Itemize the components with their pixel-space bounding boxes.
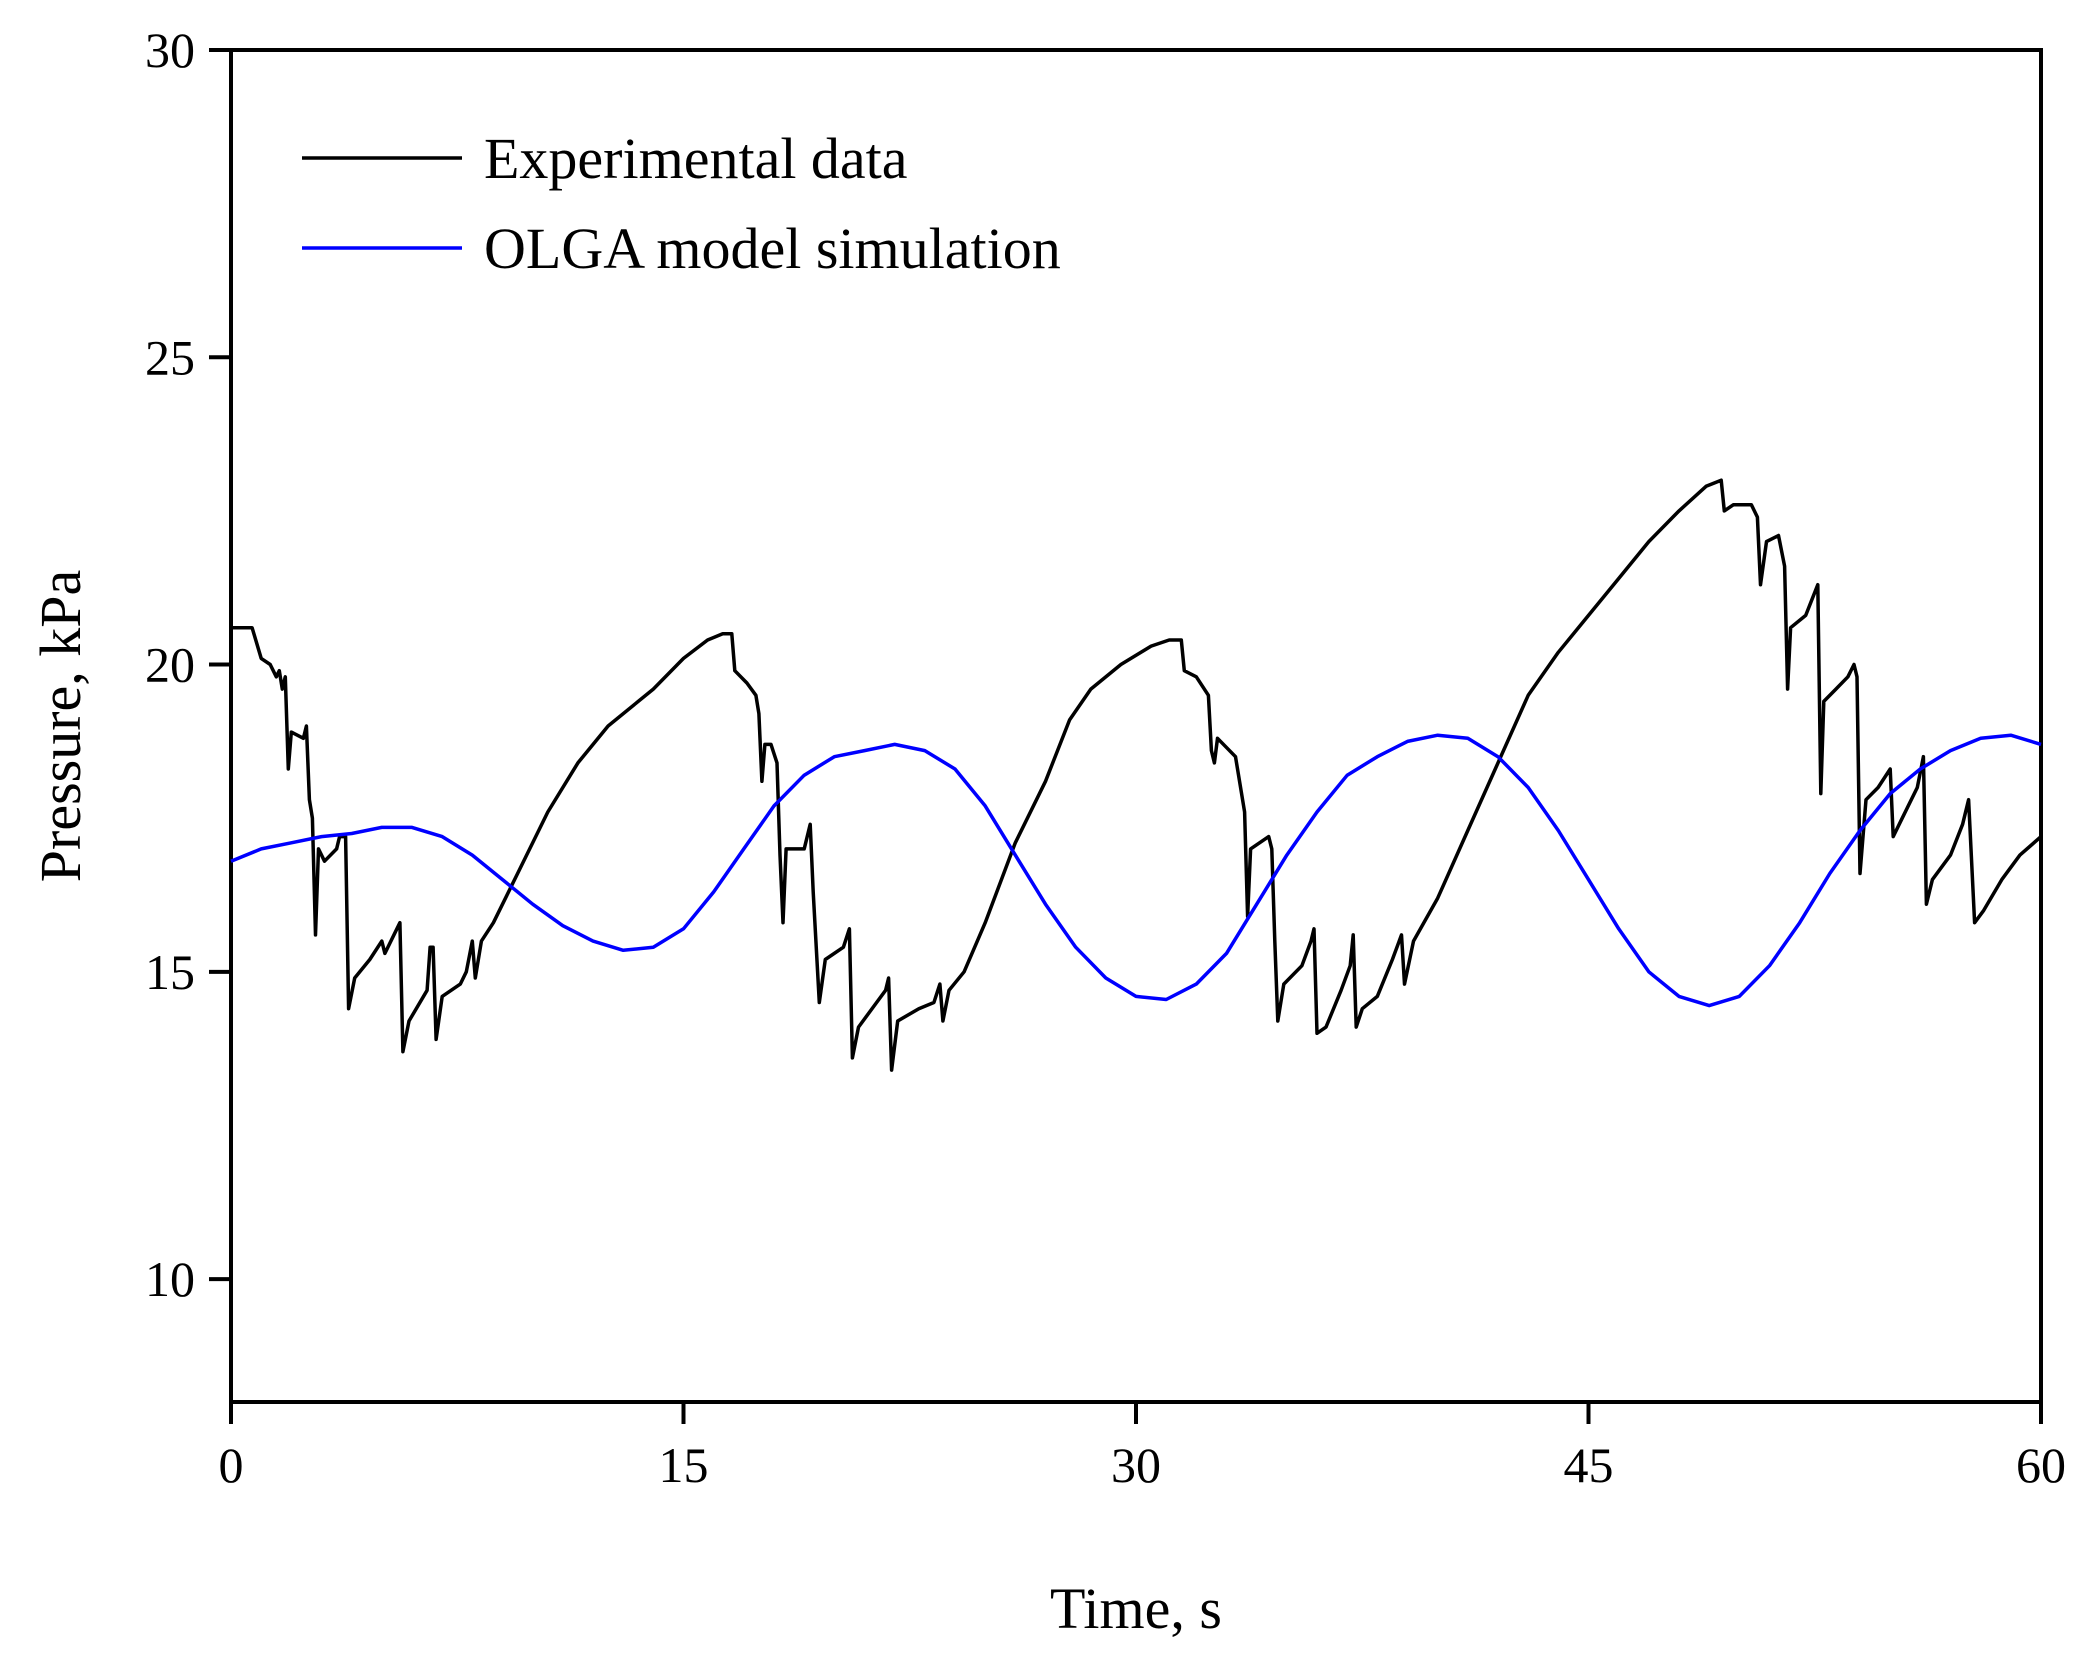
series-line-olga xyxy=(230,733,2042,1008)
y-tick-label: 20 xyxy=(145,637,195,693)
y-tick-label: 25 xyxy=(145,329,195,385)
legend-label: Experimental data xyxy=(484,126,908,191)
y-axis: 10 15 20 25 30 xyxy=(145,22,231,1307)
x-tick-label: 60 xyxy=(2016,1437,2066,1493)
y-tick-label: 10 xyxy=(145,1251,195,1307)
series-line-experimental xyxy=(231,478,2043,1072)
x-tick-label: 30 xyxy=(1111,1437,1161,1493)
plot-series xyxy=(230,478,2043,1072)
y-tick-label: 15 xyxy=(145,944,195,1000)
x-tick-label: 0 xyxy=(219,1437,244,1493)
legend: Experimental data OLGA model simulation xyxy=(302,126,1061,281)
legend-label: OLGA model simulation xyxy=(484,216,1061,281)
x-axis-title: Time, s xyxy=(1050,1576,1222,1641)
x-tick-label: 15 xyxy=(659,1437,709,1493)
y-axis-title: Pressure, kPa xyxy=(28,570,93,883)
y-tick-label: 30 xyxy=(145,22,195,78)
x-axis: 0 15 30 45 60 xyxy=(219,1402,2066,1493)
x-tick-label: 45 xyxy=(1564,1437,1614,1493)
